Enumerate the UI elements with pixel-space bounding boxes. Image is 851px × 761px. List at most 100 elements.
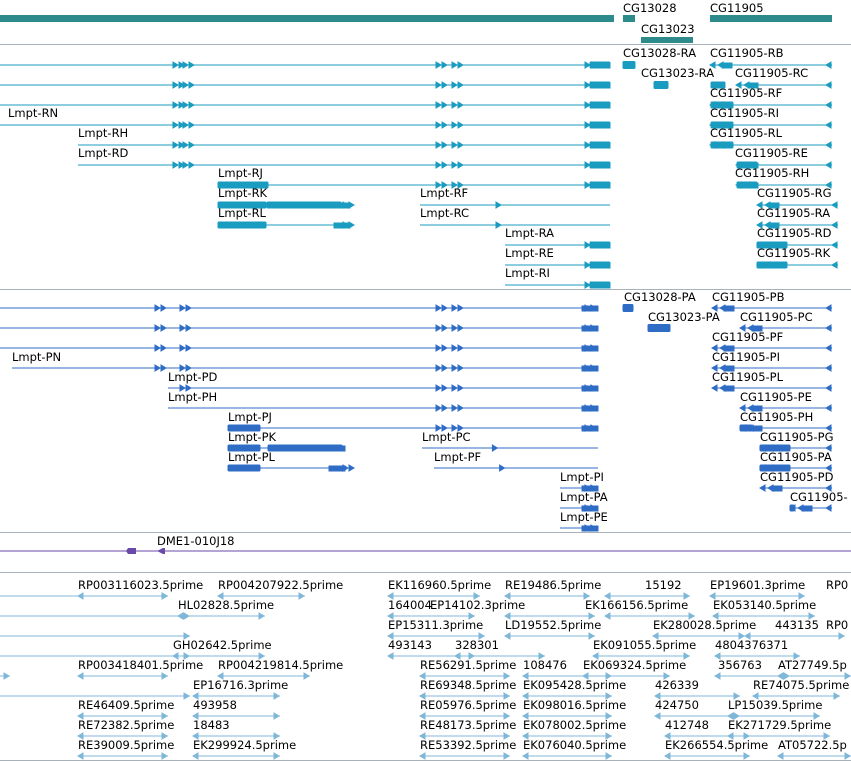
- est-arrow[interactable]: [605, 712, 612, 720]
- transcript-exon[interactable]: [593, 62, 611, 69]
- est-label[interactable]: EK116960.5prime: [388, 578, 492, 592]
- est-arrow[interactable]: [743, 752, 750, 760]
- est-label[interactable]: EP16716.3prime: [193, 678, 289, 692]
- protein-strand-arrow[interactable]: [825, 384, 832, 392]
- protein-strand-arrow[interactable]: [160, 344, 167, 352]
- protein-strand-arrow[interactable]: [154, 364, 161, 372]
- protein-exon[interactable]: [581, 405, 599, 412]
- transcript-strand-arrow[interactable]: [756, 201, 763, 209]
- est-arrow[interactable]: [273, 732, 280, 740]
- est-arrow[interactable]: [419, 732, 426, 740]
- protein-strand-arrow[interactable]: [491, 444, 499, 452]
- transcript-strand-arrow[interactable]: [172, 81, 179, 89]
- est-label[interactable]: 18483: [193, 718, 230, 732]
- protein-strand-arrow[interactable]: [185, 304, 192, 312]
- protein-label[interactable]: CG11905-PE: [740, 390, 812, 404]
- est-label[interactable]: RE39009.5prime: [78, 738, 175, 752]
- gene-track[interactable]: CG13028 CG11905 CG13023: [0, 0, 851, 44]
- transcript-strand-arrow[interactable]: [441, 101, 448, 109]
- protein-exon[interactable]: [227, 424, 261, 432]
- protein-label[interactable]: CG11905-PF: [712, 330, 784, 344]
- protein-strand-arrow[interactable]: [457, 384, 464, 392]
- transcript-strand-arrow[interactable]: [457, 101, 464, 109]
- clone-track[interactable]: DME1-010J18: [0, 533, 851, 573]
- transcript-exon[interactable]: [593, 82, 611, 89]
- clone-features[interactable]: [0, 533, 851, 573]
- protein-strand-arrow[interactable]: [154, 324, 161, 332]
- est-arrow[interactable]: [538, 652, 545, 660]
- gene-bar-cg13028[interactable]: [623, 15, 635, 22]
- protein-strand-arrow[interactable]: [435, 384, 442, 392]
- transcript-strand-arrow[interactable]: [735, 181, 742, 189]
- transcript-label[interactable]: Lmpt-RF: [420, 186, 469, 200]
- est-arrow[interactable]: [798, 592, 805, 600]
- protein-exon[interactable]: [581, 345, 599, 352]
- transcript-label[interactable]: CG11905-RD: [757, 226, 832, 240]
- gene-bar-lmpt[interactable]: [0, 15, 614, 22]
- transcript-strand-arrow[interactable]: [178, 61, 185, 69]
- protein-exon[interactable]: [801, 505, 813, 512]
- est-label[interactable]: EK053140.5prime: [713, 598, 817, 612]
- transcript-features[interactable]: [0, 0, 851, 290]
- est-label[interactable]: RP003116023.5prime: [78, 578, 204, 592]
- est-arrow[interactable]: [738, 632, 745, 640]
- est-arrow[interactable]: [503, 752, 510, 760]
- transcript-strand-arrow[interactable]: [584, 61, 591, 69]
- est-label[interactable]: 412748: [665, 718, 709, 732]
- protein-exon[interactable]: [622, 304, 634, 312]
- est-label[interactable]: EP19601.3prime: [710, 578, 806, 592]
- transcript-strand-arrow[interactable]: [825, 141, 832, 149]
- transcript-label[interactable]: Lmpt-RH: [78, 126, 129, 140]
- est-label[interactable]: RE72382.5prime: [78, 718, 175, 732]
- est-label[interactable]: RE69348.5prime: [420, 678, 517, 692]
- gene-label-cg13028[interactable]: CG13028: [623, 1, 677, 15]
- transcript-strand-arrow[interactable]: [584, 261, 591, 269]
- transcript-strand-arrow[interactable]: [172, 61, 179, 69]
- protein-strand-arrow[interactable]: [185, 344, 192, 352]
- protein-strand-arrow[interactable]: [739, 424, 746, 432]
- est-arrow[interactable]: [387, 612, 394, 620]
- est-arrow[interactable]: [683, 592, 690, 600]
- protein-exon[interactable]: [771, 465, 783, 472]
- est-label[interactable]: EK069324.5prime: [583, 658, 687, 672]
- transcript-strand-arrow[interactable]: [178, 141, 185, 149]
- protein-strand-arrow[interactable]: [739, 404, 746, 412]
- transcript-exon[interactable]: [721, 62, 733, 69]
- transcript-exon[interactable]: [333, 202, 351, 209]
- transcript-strand-arrow[interactable]: [182, 61, 189, 69]
- protein-strand-arrow[interactable]: [739, 324, 746, 332]
- transcript-label[interactable]: CG11905-RG: [757, 186, 832, 200]
- transcript-exon[interactable]: [593, 102, 611, 109]
- transcript-strand-arrow[interactable]: [188, 101, 195, 109]
- est-arrow[interactable]: [588, 632, 595, 640]
- transcript-strand-arrow[interactable]: [435, 121, 442, 129]
- protein-strand-arrow[interactable]: [160, 304, 167, 312]
- protein-exon[interactable]: [581, 365, 599, 372]
- transcript-label[interactable]: CG11905-RL: [710, 126, 783, 140]
- est-label[interactable]: RE56291.5prime: [420, 658, 517, 672]
- est-arrow[interactable]: [258, 612, 265, 620]
- est-arrow[interactable]: [258, 652, 265, 660]
- est-label[interactable]: RP0: [826, 618, 849, 632]
- protein-exon[interactable]: [647, 324, 671, 332]
- est-arrow[interactable]: [733, 692, 740, 700]
- est-arrow[interactable]: [777, 752, 784, 760]
- transcript-strand-arrow[interactable]: [457, 141, 464, 149]
- protein-strand-arrow[interactable]: [348, 464, 355, 472]
- est-label[interactable]: RE74075.5prime: [753, 678, 850, 692]
- est-label[interactable]: 4804376371: [715, 638, 789, 652]
- transcript-label[interactable]: CG11905-RE: [735, 146, 808, 160]
- est-arrow[interactable]: [664, 732, 671, 740]
- est-arrow[interactable]: [192, 692, 199, 700]
- est-label[interactable]: AT05722.5p: [778, 738, 847, 752]
- protein-exon[interactable]: [227, 444, 261, 452]
- est-arrow[interactable]: [712, 612, 719, 620]
- transcript-exon[interactable]: [593, 262, 611, 269]
- est-label[interactable]: 493143: [388, 638, 432, 652]
- protein-strand-arrow[interactable]: [789, 504, 796, 512]
- transcript-strand-arrow[interactable]: [709, 61, 716, 69]
- transcript-label[interactable]: CG11905-RH: [735, 166, 810, 180]
- est-label[interactable]: RE19486.5prime: [505, 578, 602, 592]
- est-arrow[interactable]: [605, 692, 612, 700]
